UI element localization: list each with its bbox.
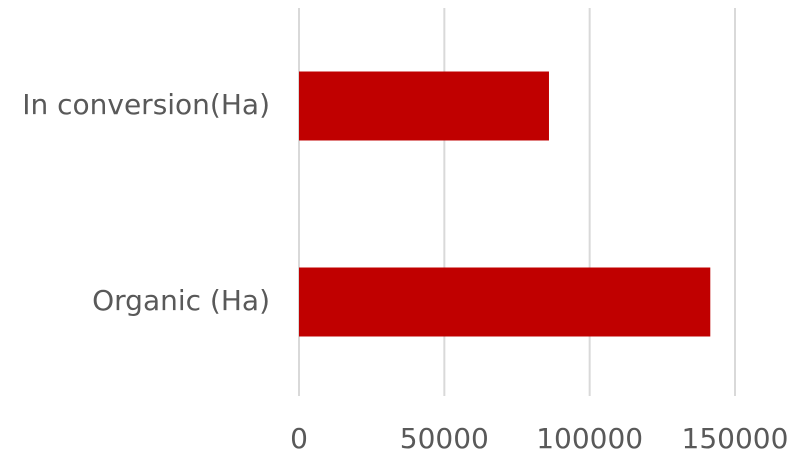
x-tick-label-100000: 100000 [536, 422, 643, 455]
bars [299, 71, 711, 337]
gridlines [298, 8, 736, 396]
x-tick-label-50000: 50000 [400, 422, 489, 455]
category-labels: In conversion(Ha) Organic (Ha) [22, 88, 270, 317]
x-tick-labels: 0 50000 100000 150000 [290, 422, 788, 455]
x-tick-label-0: 0 [290, 422, 308, 455]
category-label-organic: Organic (Ha) [92, 284, 270, 317]
category-label-in-conversion: In conversion(Ha) [22, 88, 270, 121]
bar-organic [299, 267, 711, 337]
x-tick-label-150000: 150000 [682, 422, 789, 455]
bar-in-conversion [299, 71, 549, 141]
